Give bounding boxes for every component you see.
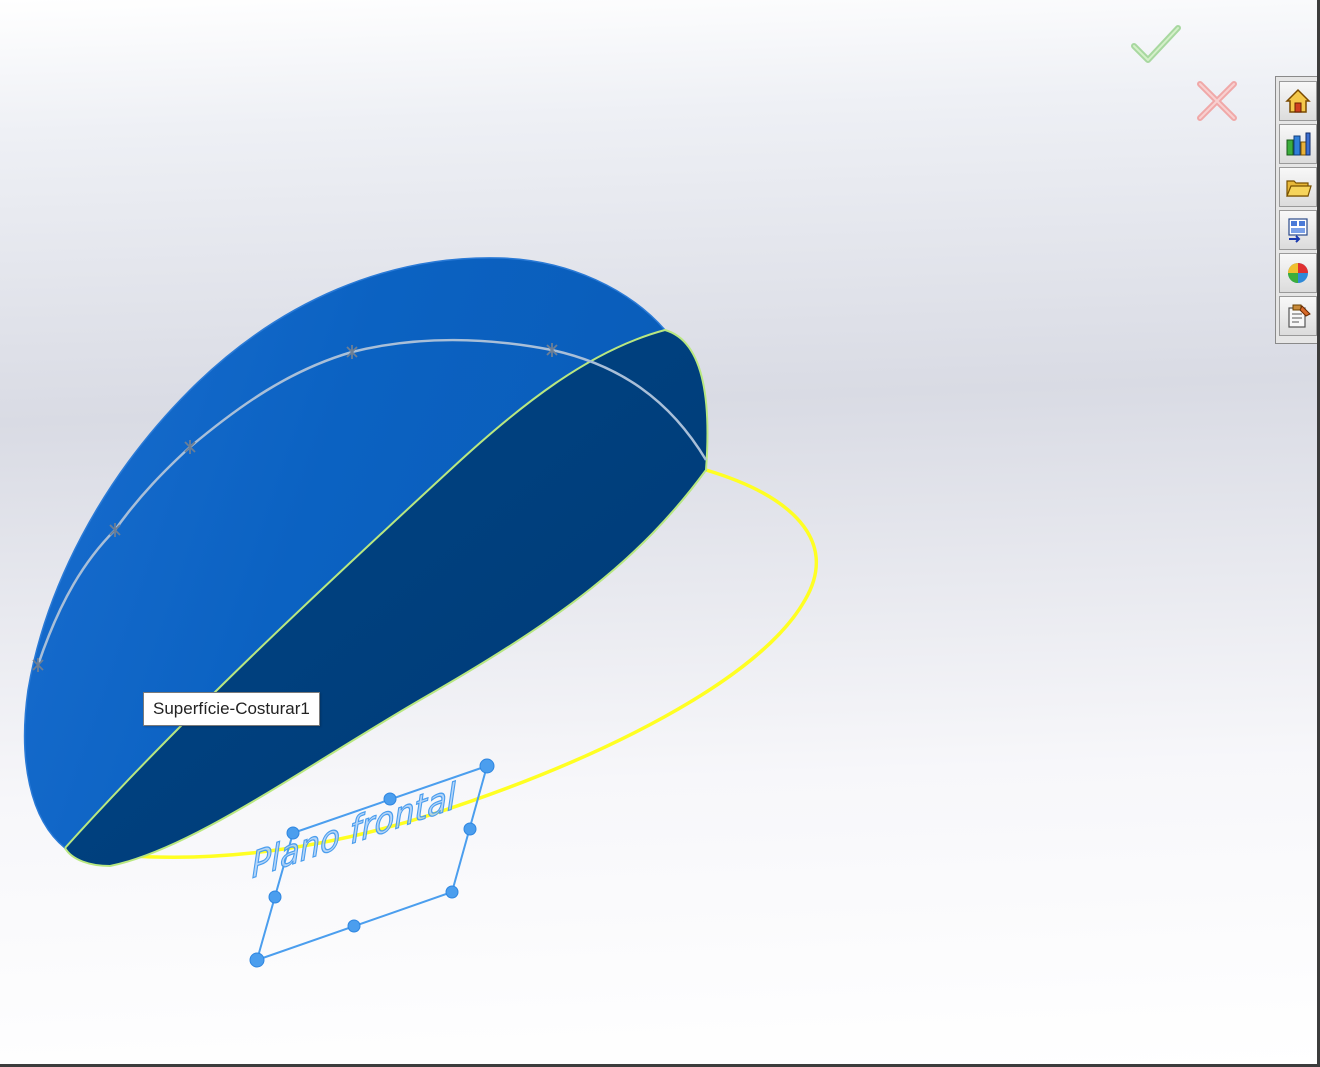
home-icon	[1285, 88, 1311, 113]
window-border-bottom	[0, 1064, 1320, 1067]
surface-inner-face[interactable]	[65, 330, 708, 866]
feature-tooltip: Superfície-Costurar1	[143, 692, 320, 726]
tab-solidworks-resources[interactable]	[1279, 81, 1317, 121]
guide-spline[interactable]	[36, 338, 708, 666]
appearance-ball-icon	[1288, 263, 1308, 283]
tab-file-explorer[interactable]	[1279, 167, 1317, 207]
heads-up-toolbar-edge	[0, 0, 1320, 6]
accept-checkmark-icon[interactable]	[1130, 22, 1182, 66]
plane-label: Plano frontal	[251, 776, 456, 887]
tab-view-palette[interactable]	[1279, 210, 1317, 250]
tab-appearances[interactable]	[1279, 253, 1317, 293]
folder-icon	[1286, 180, 1312, 197]
window-border-right	[1317, 0, 1320, 1067]
bottom-edge[interactable]	[64, 469, 707, 868]
tab-custom-properties[interactable]	[1279, 296, 1317, 336]
open-edge-curve[interactable]	[64, 468, 818, 859]
cancel-close-x-icon[interactable]	[1192, 78, 1242, 124]
spline-points[interactable]	[32, 343, 558, 672]
task-pane-tabs	[1275, 76, 1320, 344]
tab-design-library[interactable]	[1279, 124, 1317, 164]
front-plane[interactable]: Plano frontal	[249, 758, 495, 968]
view-palette-icon	[1288, 218, 1308, 243]
library-icon	[1286, 132, 1311, 156]
clipboard-icon	[1288, 304, 1311, 328]
